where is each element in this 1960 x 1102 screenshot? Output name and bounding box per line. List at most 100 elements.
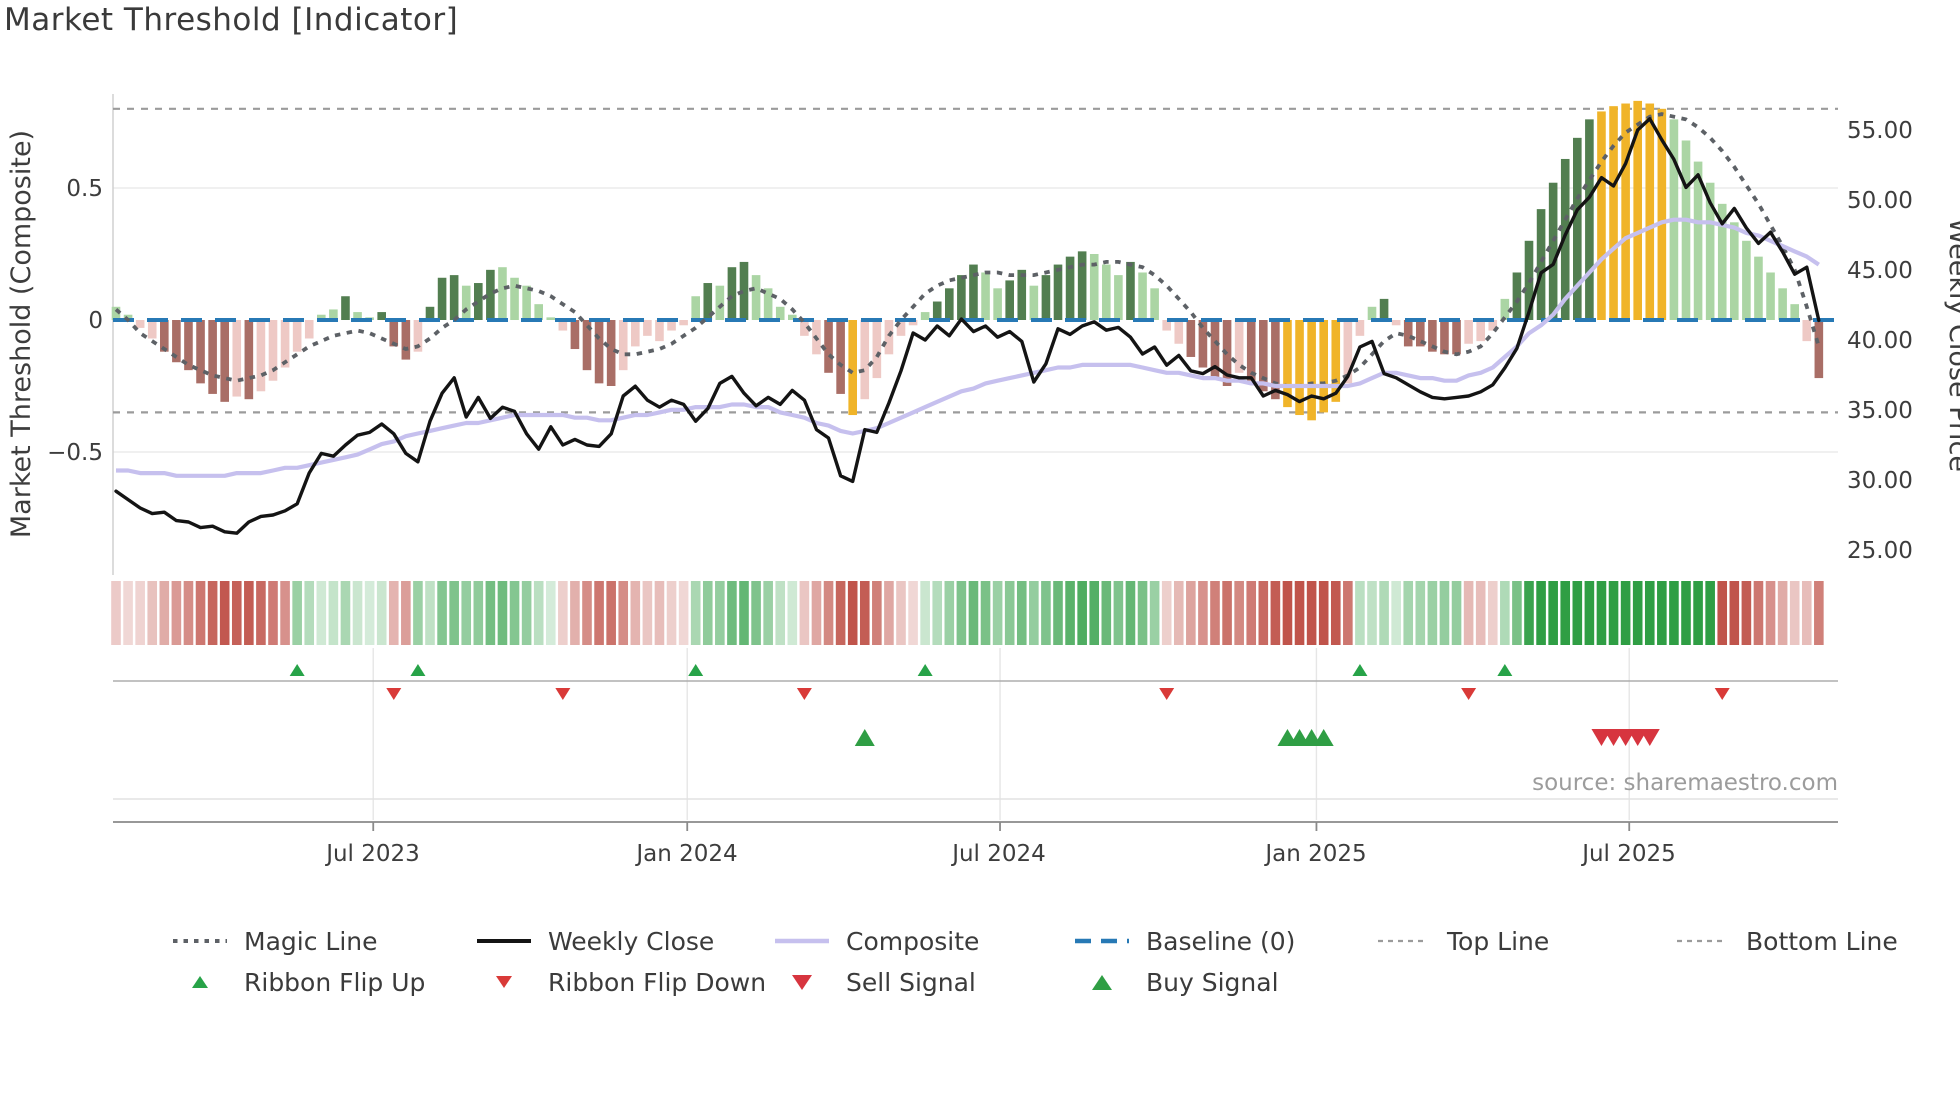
histogram-bar: [292, 320, 302, 352]
legend-label: Composite: [846, 926, 980, 956]
histogram-bar: [1560, 158, 1570, 320]
top-line-swatch: [1378, 939, 1428, 943]
histogram-bar: [751, 275, 761, 320]
ribbon-cell: [509, 581, 520, 645]
histogram-bar: [232, 320, 242, 397]
ribbon-cell: [1222, 581, 1232, 645]
ribbon-cell: [1306, 581, 1317, 645]
histogram-bar: [1766, 272, 1775, 320]
x-tick-jan-2024: Jan 2024: [634, 841, 737, 867]
ribbon-cell: [570, 581, 580, 645]
ribbon-flip-up-marker: [688, 664, 704, 676]
histogram-bar: [522, 285, 531, 320]
histogram-bar: [836, 320, 845, 394]
histogram-bar: [1150, 288, 1159, 320]
ribbon-cell: [558, 581, 568, 645]
ribbon-cell: [654, 581, 665, 645]
right-axis: 55.00 50.00 45.00 40.00 35.00 30.00 25.0…: [1847, 118, 1960, 564]
ribbon-cell: [388, 581, 399, 645]
legend-label: Baseline (0): [1146, 926, 1296, 956]
histogram-bar: [1428, 320, 1437, 352]
ribbon-cell: [1318, 581, 1329, 645]
ribbon-cell: [147, 581, 158, 645]
legend-label: Top Line: [1447, 926, 1550, 956]
ribbon-cell: [1113, 581, 1124, 645]
histogram-bar: [1488, 320, 1498, 331]
histogram-bar: [1029, 285, 1039, 320]
ribbon-cell: [956, 581, 967, 645]
weekly-close-swatch: [477, 939, 531, 943]
ribbon-cell: [219, 581, 230, 645]
ribbon-cell: [594, 581, 604, 645]
ribbon-cell: [787, 581, 798, 645]
histogram-bars: [111, 100, 1824, 421]
histogram-bar: [558, 320, 568, 331]
histogram-bar: [1367, 306, 1377, 320]
ribbon-cell: [1041, 581, 1051, 645]
ribbon-cell: [859, 581, 870, 645]
histogram-bar: [1609, 106, 1618, 320]
right-tick-50: 50.00: [1847, 188, 1913, 214]
right-tick-35: 35.00: [1847, 398, 1913, 424]
x-axis: Jul 2023 Jan 2024 Jul 2024 Jan 2025 Jul …: [324, 841, 1676, 867]
histogram-bar: [184, 320, 193, 371]
histogram-bar: [461, 285, 471, 320]
histogram-bar: [1416, 320, 1425, 347]
legend-composite: Composite: [773, 926, 979, 956]
ribbon-cell: [678, 581, 689, 645]
histogram-bar: [1017, 269, 1027, 320]
histogram-bar: [401, 320, 411, 360]
ribbon-cell: [835, 581, 846, 645]
histogram-bar: [631, 320, 640, 347]
legend-sell-signal: Sell Signal: [773, 967, 976, 997]
trend-ribbon-strip: [111, 581, 1824, 645]
ribbon-flip-up-marker: [289, 664, 305, 676]
histogram-bar: [1500, 298, 1510, 320]
ribbon-cell: [932, 581, 943, 645]
ribbon-cell: [1524, 581, 1534, 645]
signal-markers: [113, 664, 1838, 746]
magic-line-swatch: [173, 939, 227, 943]
legend-label: Ribbon Flip Down: [548, 967, 767, 997]
ribbon-cell: [1693, 581, 1703, 645]
histogram-bar: [486, 269, 495, 320]
histogram-bar: [1440, 320, 1449, 355]
ribbon-cell: [256, 581, 266, 645]
chart-title: Market Threshold [Indicator]: [4, 2, 459, 38]
ribbon-cell: [1500, 581, 1510, 645]
ribbon-cell: [920, 581, 930, 645]
ribbon-cell: [1270, 581, 1281, 645]
ribbon-flip-up-icon: [192, 976, 208, 988]
ribbon-cell: [376, 581, 387, 645]
histogram-bar: [1295, 320, 1304, 416]
ribbon-cell: [1729, 581, 1740, 645]
composite-line: [116, 217, 1820, 478]
histogram-bar: [800, 320, 809, 336]
ribbon-cell: [1391, 581, 1401, 645]
ribbon-cell: [1089, 581, 1100, 645]
ribbon-cell: [751, 581, 761, 645]
histogram-bar: [1464, 320, 1473, 344]
ribbon-cell: [1814, 581, 1824, 645]
ribbon-cell: [690, 581, 701, 645]
ribbon-flip-down-marker: [796, 688, 812, 700]
ribbon-cell: [1717, 581, 1728, 645]
ribbon-cell: [1186, 581, 1196, 645]
right-tick-30: 30.00: [1847, 468, 1913, 494]
histogram-bar: [896, 320, 906, 336]
histogram-bar: [111, 306, 121, 320]
histogram-bar: [317, 314, 326, 320]
ribbon-cell: [1572, 581, 1583, 645]
ribbon-cell: [485, 581, 496, 645]
histogram-bar: [1271, 320, 1280, 400]
ribbon-cell: [1560, 581, 1571, 645]
legend-top-line: Top Line: [1374, 926, 1549, 956]
sell-signal-icon: [792, 975, 812, 990]
histogram-bar: [703, 283, 713, 320]
ribbon-cell: [461, 581, 472, 645]
ribbon-flip-up-marker: [917, 664, 933, 676]
ribbon-cell: [195, 581, 206, 645]
histogram-bar: [1476, 320, 1485, 342]
ribbon-cell: [1657, 581, 1667, 645]
